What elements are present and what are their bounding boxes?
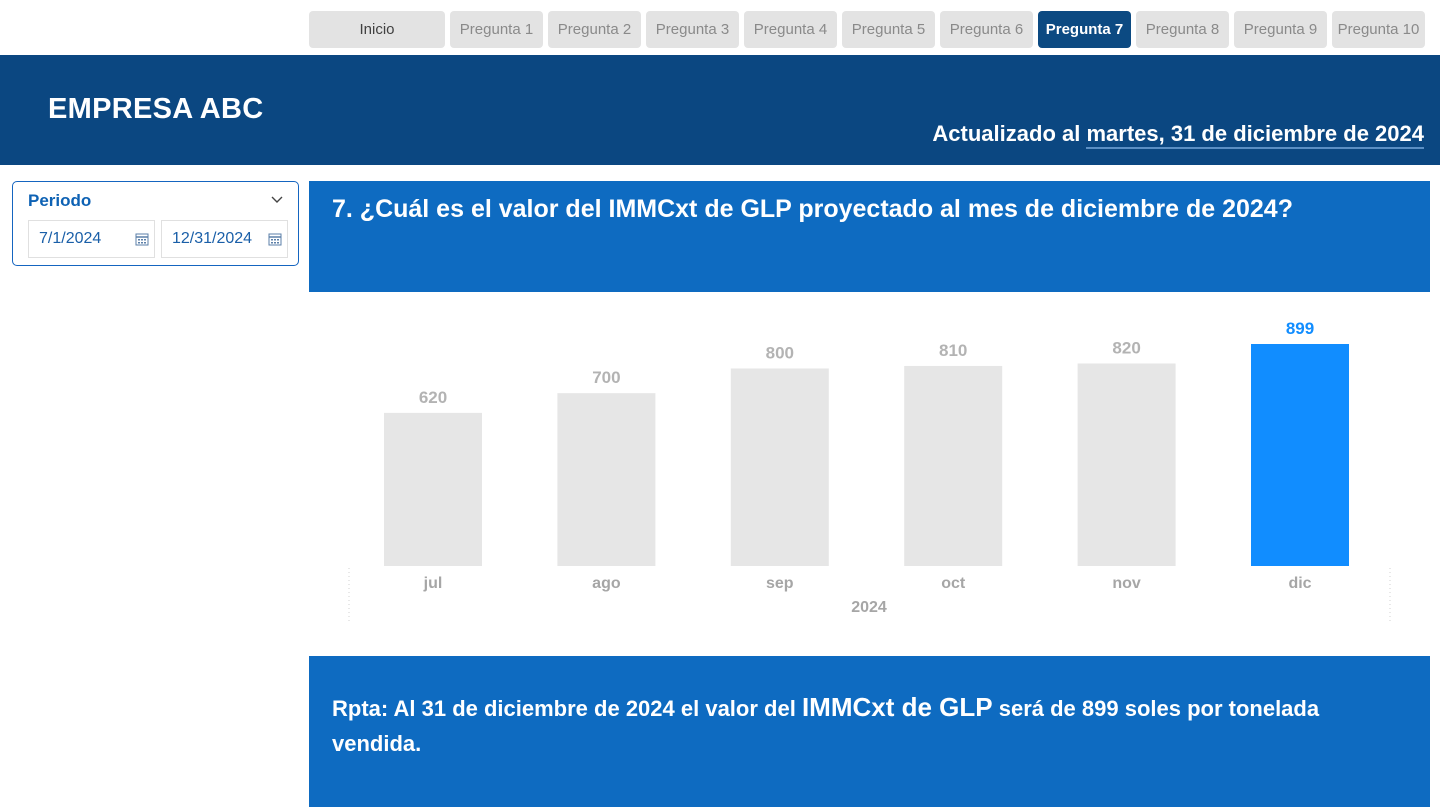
nav-question-5-button[interactable]: Pregunta 5 [842, 11, 935, 48]
header-bar: EMPRESA ABC Actualizado al martes, 31 de… [0, 55, 1440, 165]
chevron-down-icon[interactable] [270, 192, 284, 206]
start-date-input[interactable]: 7/1/2024 [28, 220, 155, 258]
data-label-sep: 800 [766, 343, 794, 362]
data-label-oct: 810 [939, 341, 967, 360]
calendar-icon[interactable] [135, 232, 149, 246]
question-banner: 7. ¿Cuál es el valor del IMMCxt de GLP p… [309, 181, 1430, 292]
bar-chart-svg: 620 jul 700 ago 800 sep 810 oct 820 nov 899 dic 2024 [348, 319, 1391, 622]
x-tick-oct: oct [941, 575, 966, 592]
nav-question-6-button[interactable]: Pregunta 6 [940, 11, 1033, 48]
end-date-value: 12/31/2024 [172, 230, 253, 247]
bar-oct[interactable] [904, 365, 1003, 566]
data-label-nov: 820 [1112, 339, 1140, 358]
x-tick-jul: jul [423, 575, 443, 592]
nav-question-8-button[interactable]: Pregunta 8 [1136, 11, 1229, 48]
answer-text-end: será de 899 soles por tonelada vendida. [332, 696, 1320, 756]
nav-question-3-button[interactable]: Pregunta 3 [646, 11, 739, 48]
answer-text-emphasis: IMMCxt de GLP [801, 692, 993, 722]
nav-question-9-button[interactable]: Pregunta 9 [1234, 11, 1327, 48]
question-text: 7. ¿Cuál es el valor del IMMCxt de GLP p… [332, 195, 1293, 223]
bar-jul[interactable] [384, 412, 482, 566]
data-label-dic: 899 [1286, 319, 1314, 338]
bar-dic[interactable] [1251, 344, 1349, 566]
nav-question-10-button[interactable]: Pregunta 10 [1332, 11, 1425, 48]
start-date-value: 7/1/2024 [39, 230, 102, 247]
answer-text-start: Rpta: Al 31 de diciembre de 2024 el valo… [332, 696, 802, 721]
bar-sep[interactable] [730, 368, 829, 566]
x-tick-ago: ago [592, 575, 621, 592]
nav-question-7-button[interactable]: Pregunta 7 [1038, 11, 1131, 48]
x-tick-nov: nov [1112, 575, 1141, 592]
answer-text: Rpta: Al 31 de diciembre de 2024 el valo… [332, 690, 1412, 761]
nav-question-4-button[interactable]: Pregunta 4 [744, 11, 837, 48]
x-tick-dic: dic [1288, 575, 1311, 592]
bar-chart: 620 jul 700 ago 800 sep 810 oct 820 nov 899 dic 2024 [309, 300, 1430, 630]
company-name: EMPRESA ABC [48, 93, 264, 125]
nav-home-button[interactable]: Inicio [309, 11, 445, 48]
bar-nov[interactable] [1077, 363, 1176, 566]
data-label-jul: 620 [419, 388, 447, 407]
period-slicer: Periodo 7/1/2024 12/31/2024 [12, 181, 299, 266]
answer-banner: Rpta: Al 31 de diciembre de 2024 el valo… [309, 656, 1430, 807]
x-tick-sep: sep [766, 575, 794, 592]
x-group-label: 2024 [851, 599, 887, 616]
last-updated-date: martes, 31 de diciembre de 2024 [1086, 121, 1424, 149]
bar-ago[interactable] [557, 393, 656, 566]
nav-question-2-button[interactable]: Pregunta 2 [548, 11, 641, 48]
data-label-ago: 700 [592, 368, 620, 387]
last-updated: Actualizado al martes, 31 de diciembre d… [932, 121, 1424, 149]
last-updated-label: Actualizado al [932, 121, 1087, 146]
calendar-icon[interactable] [268, 232, 282, 246]
slicer-title: Periodo [28, 191, 92, 210]
end-date-input[interactable]: 12/31/2024 [161, 220, 288, 258]
nav-question-1-button[interactable]: Pregunta 1 [450, 11, 543, 48]
